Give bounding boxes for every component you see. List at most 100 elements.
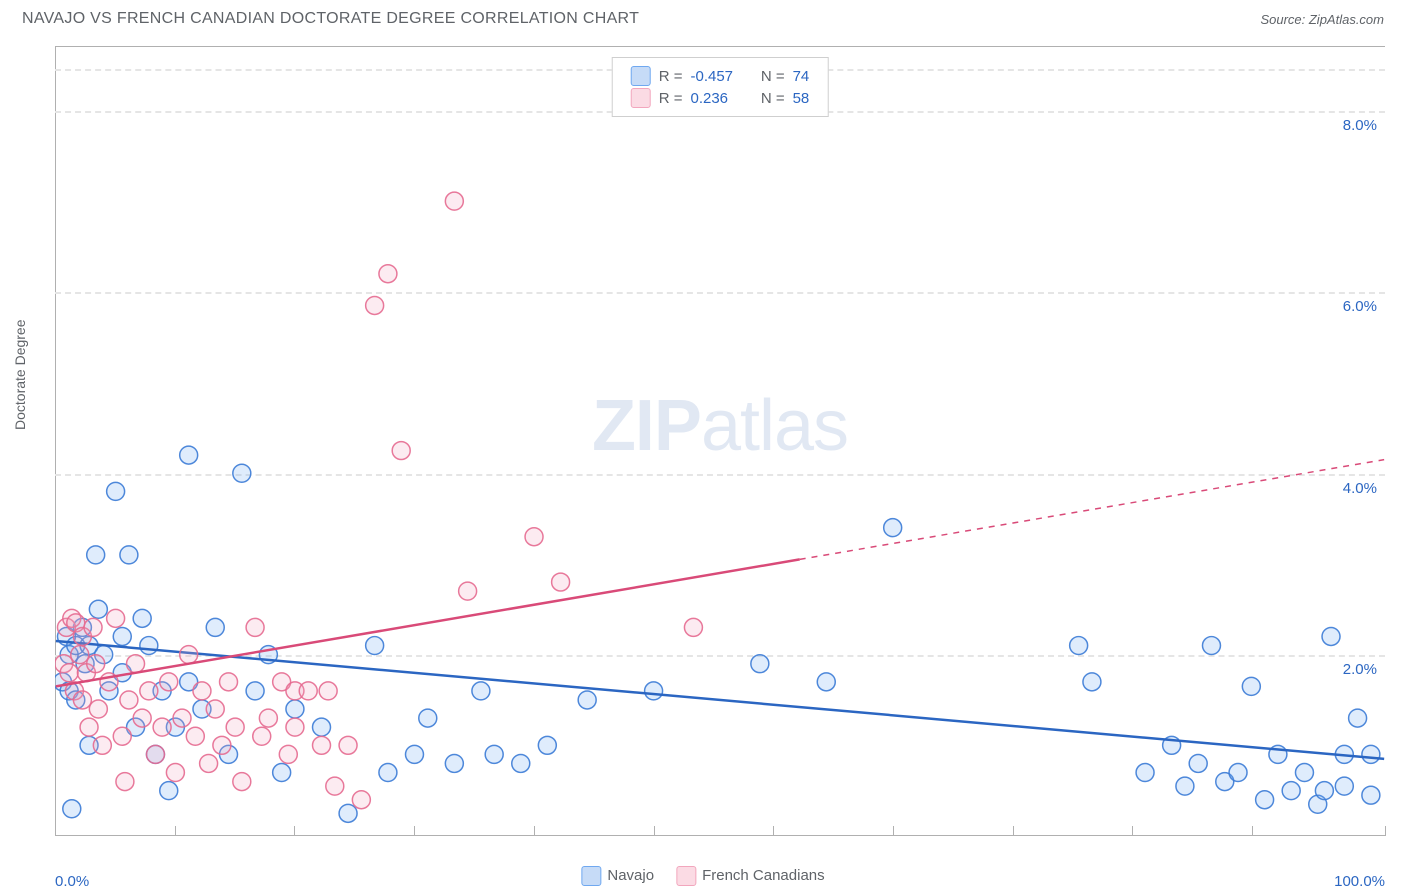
scatter-point — [84, 618, 102, 636]
scatter-point — [160, 782, 178, 800]
legend-swatch — [631, 66, 651, 86]
scatter-point — [273, 764, 291, 782]
scatter-point — [1136, 764, 1154, 782]
scatter-point — [366, 296, 384, 314]
scatter-point — [89, 700, 107, 718]
scatter-point — [379, 764, 397, 782]
scatter-point — [107, 609, 125, 627]
scatter-point — [1349, 709, 1367, 727]
scatter-svg — [55, 47, 1385, 836]
scatter-point — [120, 691, 138, 709]
scatter-point — [379, 265, 397, 283]
scatter-point — [645, 682, 663, 700]
scatter-point — [472, 682, 490, 700]
legend-n-value: 58 — [793, 90, 810, 107]
scatter-point — [286, 718, 304, 736]
scatter-point — [73, 691, 91, 709]
scatter-point — [1322, 627, 1340, 645]
scatter-point — [220, 673, 238, 691]
scatter-point — [80, 718, 98, 736]
legend-bottom: Navajo French Canadians — [581, 866, 824, 886]
scatter-point — [459, 582, 477, 600]
scatter-point — [213, 736, 231, 754]
legend-n-value: 74 — [793, 68, 810, 85]
scatter-point — [87, 546, 105, 564]
scatter-point — [140, 637, 158, 655]
scatter-point — [1295, 764, 1313, 782]
scatter-point — [1256, 791, 1274, 809]
scatter-point — [246, 682, 264, 700]
scatter-point — [253, 727, 271, 745]
scatter-point — [339, 804, 357, 822]
scatter-point — [538, 736, 556, 754]
legend-r-label: R = — [659, 68, 683, 85]
legend-n-label: N = — [752, 90, 784, 107]
source-prefix: Source: — [1260, 12, 1308, 27]
scatter-point — [71, 646, 89, 664]
legend-stats-box: R = -0.457 N = 74 R = 0.236 N = 58 — [612, 57, 829, 117]
scatter-point — [339, 736, 357, 754]
scatter-point — [193, 682, 211, 700]
legend-stat-row: R = -0.457 N = 74 — [631, 66, 810, 86]
scatter-point — [445, 192, 463, 210]
scatter-point — [120, 546, 138, 564]
scatter-point — [313, 718, 331, 736]
scatter-point — [485, 745, 503, 763]
legend-r-label: R = — [659, 90, 683, 107]
scatter-point — [146, 745, 164, 763]
scatter-point — [684, 618, 702, 636]
scatter-point — [392, 442, 410, 460]
legend-r-value: -0.457 — [690, 68, 744, 85]
scatter-point — [1070, 637, 1088, 655]
legend-label: Navajo — [607, 867, 654, 884]
scatter-point — [107, 482, 125, 500]
scatter-point — [552, 573, 570, 591]
scatter-point — [1202, 637, 1220, 655]
scatter-point — [233, 773, 251, 791]
scatter-point — [299, 682, 317, 700]
scatter-point — [140, 682, 158, 700]
scatter-point — [525, 528, 543, 546]
scatter-point — [206, 618, 224, 636]
scatter-point — [326, 777, 344, 795]
scatter-point — [1282, 782, 1300, 800]
scatter-point — [186, 727, 204, 745]
x-axis-min-label: 0.0% — [55, 873, 89, 890]
scatter-point — [127, 655, 145, 673]
scatter-point — [173, 709, 191, 727]
legend-label: French Canadians — [702, 867, 825, 884]
scatter-point — [751, 655, 769, 673]
legend-r-value: 0.236 — [690, 90, 744, 107]
legend-n-label: N = — [752, 68, 784, 85]
scatter-point — [313, 736, 331, 754]
scatter-point — [286, 700, 304, 718]
chart-title: NAVAJO VS FRENCH CANADIAN DOCTORATE DEGR… — [22, 10, 639, 28]
scatter-point — [233, 464, 251, 482]
scatter-point — [63, 800, 81, 818]
scatter-point — [352, 791, 370, 809]
scatter-point — [512, 754, 530, 772]
legend-item: French Canadians — [676, 866, 825, 886]
scatter-point — [1229, 764, 1247, 782]
scatter-point — [153, 718, 171, 736]
scatter-point — [259, 709, 277, 727]
scatter-point — [89, 600, 107, 618]
scatter-point — [1189, 754, 1207, 772]
chart-plot-area: 2.0%4.0%6.0%8.0% ZIPatlas R =-0.457 N =7… — [55, 46, 1385, 836]
scatter-point — [93, 736, 111, 754]
scatter-point — [366, 637, 384, 655]
legend-swatch — [676, 866, 696, 886]
legend-stat-row: R = 0.236 N = 58 — [631, 88, 810, 108]
scatter-point — [1362, 745, 1380, 763]
scatter-point — [445, 754, 463, 772]
scatter-point — [206, 700, 224, 718]
source-name: ZipAtlas.com — [1309, 12, 1384, 27]
scatter-point — [166, 764, 184, 782]
scatter-point — [116, 773, 134, 791]
scatter-point — [1335, 777, 1353, 795]
legend-swatch — [581, 866, 601, 886]
legend-item: Navajo — [581, 866, 654, 886]
scatter-point — [319, 682, 337, 700]
scatter-point — [180, 446, 198, 464]
scatter-point — [180, 646, 198, 664]
